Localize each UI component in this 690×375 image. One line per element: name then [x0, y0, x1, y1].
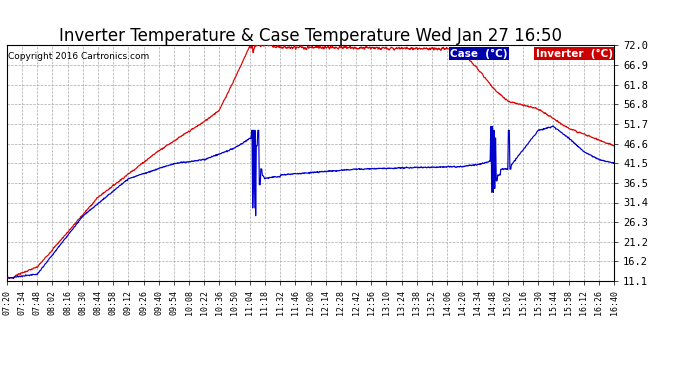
Title: Inverter Temperature & Case Temperature Wed Jan 27 16:50: Inverter Temperature & Case Temperature … — [59, 27, 562, 45]
Text: Copyright 2016 Cartronics.com: Copyright 2016 Cartronics.com — [8, 52, 149, 61]
Text: Case  (°C): Case (°C) — [450, 48, 508, 58]
Text: Inverter  (°C): Inverter (°C) — [536, 48, 613, 58]
